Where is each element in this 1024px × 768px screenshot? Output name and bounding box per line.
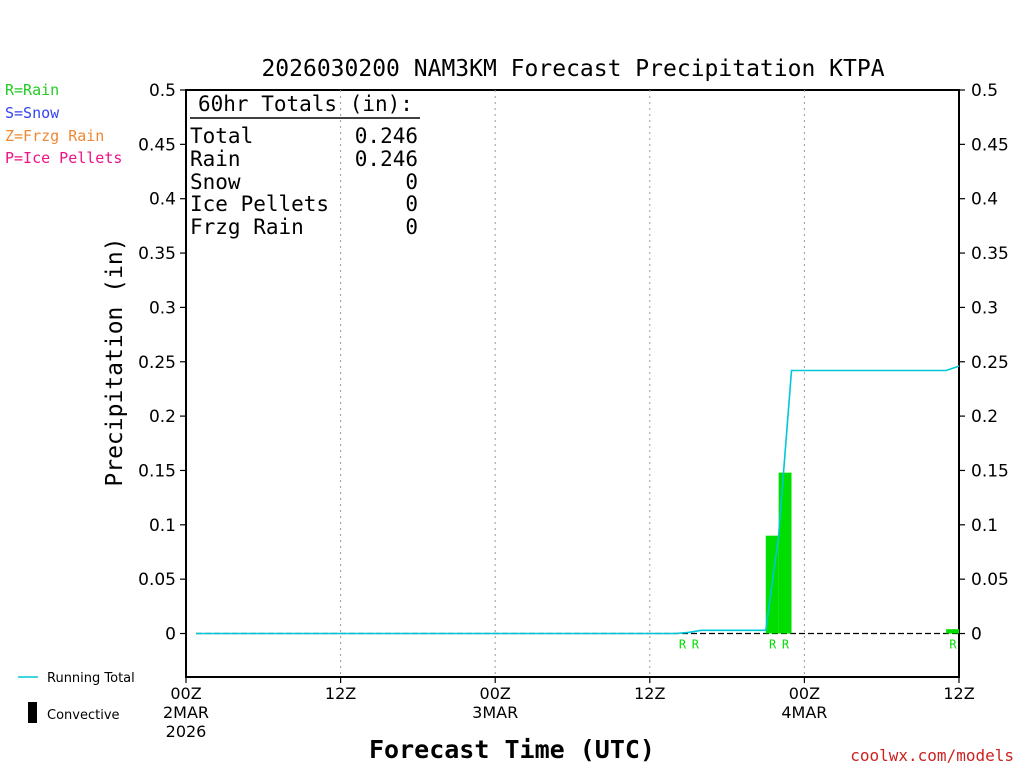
x-axis-label: Forecast Time (UTC): [369, 735, 655, 764]
xtick-label-4-1: 00Z: [789, 684, 820, 703]
totals-value-frzg: 0: [405, 215, 418, 239]
ytick-right-label-8: 0.4: [971, 190, 998, 210]
xtick-label-3-1: 12Z: [634, 684, 665, 703]
ptype-marker-1: R: [692, 638, 700, 652]
ytick-left-label-10: 0.5: [149, 81, 176, 101]
legend-ice-pellets: P=Ice Pellets: [5, 149, 122, 167]
running-total-series: [196, 365, 960, 635]
ytick-left-label-3: 0.15: [138, 461, 176, 481]
y-axis-left: 0 0.05 0.1 0.15 0.2 0.25 0.3 0.35 0.4 0.45 0.5: [138, 81, 186, 645]
totals-header: 60hr Totals (in):: [198, 92, 413, 116]
xtick-label-2-2: 3MAR: [472, 703, 518, 722]
legend-running-total: Running Total: [47, 671, 135, 686]
ytick-left-label-0: 0: [165, 625, 176, 645]
ytick-right-label-7: 0.35: [971, 244, 1009, 264]
rain-bars: [765, 472, 959, 634]
ptype-marker-2: R: [769, 638, 777, 652]
ytick-right-label-5: 0.25: [971, 353, 1009, 373]
totals-label-frzg: Frzg Rain: [190, 215, 304, 239]
totals-value-snow: 0: [405, 170, 418, 194]
ytick-right-label-10: 0.5: [971, 81, 998, 101]
ytick-left-label-8: 0.4: [149, 190, 176, 210]
ptype-marker-4: R: [949, 638, 957, 652]
totals-value-total: 0.246: [355, 124, 418, 148]
totals-label-total: Total: [190, 124, 253, 148]
legend-frzg-rain: Z=Frzg Rain: [5, 127, 104, 145]
chart-title: 2026030200 NAM3KM Forecast Precipitation…: [261, 56, 884, 82]
plot-area: [185, 89, 960, 678]
xtick-label-0-2: 2MAR: [163, 703, 209, 722]
running-total-line: [196, 365, 960, 635]
ytick-left-label-5: 0.25: [138, 353, 176, 373]
xtick-label-0-3: 2026: [166, 722, 207, 741]
totals-value-rain: 0.246: [355, 147, 418, 171]
legend-snow: S=Snow: [5, 104, 60, 122]
ptype-marker-0: R: [679, 638, 687, 652]
series-legend: Running Total Convective: [18, 671, 135, 723]
xtick-label-4-2: 4MAR: [781, 703, 827, 722]
ptype-marker-3: R: [782, 638, 790, 652]
totals-box: 60hr Totals (in): Total 0.246 Rain 0.246…: [190, 92, 420, 239]
credit-text: coolwx.com/models: [850, 746, 1014, 765]
legend-convective-swatch: [28, 702, 37, 723]
rain-bar-2: [946, 629, 959, 634]
totals-value-ice: 0: [405, 192, 418, 216]
xtick-label-2-1: 00Z: [480, 684, 511, 703]
grid-layer: [340, 90, 805, 677]
legend-rain: R=Rain: [5, 81, 59, 99]
xtick-label-1-1: 12Z: [325, 684, 356, 703]
ytick-right-label-1: 0.05: [971, 570, 1009, 590]
ytick-right-label-0: 0: [971, 625, 982, 645]
ytick-right-label-2: 0.1: [971, 516, 998, 536]
ytick-right-label-3: 0.15: [971, 461, 1009, 481]
ytick-right-label-6: 0.3: [971, 298, 998, 318]
rain-bar-1: [778, 472, 792, 634]
totals-label-snow: Snow: [190, 170, 241, 194]
totals-label-ice: Ice Pellets: [190, 192, 329, 216]
y-axis-label: Precipitation (in): [102, 237, 128, 486]
xtick-label-5-1: 12Z: [943, 684, 974, 703]
ytick-left-label-6: 0.3: [149, 298, 176, 318]
totals-label-rain: Rain: [190, 147, 241, 171]
xtick-label-0-1: 00Z: [170, 684, 201, 703]
ytick-right-label-9: 0.45: [971, 135, 1009, 155]
ytick-left-label-2: 0.1: [149, 516, 176, 536]
y-axis-right: 0 0.05 0.1 0.15 0.2 0.25 0.3 0.35 0.4 0.45 0.5: [959, 81, 1009, 645]
ytick-left-label-1: 0.05: [138, 570, 176, 590]
legend-convective: Convective: [47, 708, 120, 723]
ytick-left-label-9: 0.45: [138, 135, 176, 155]
ytick-left-label-7: 0.35: [138, 244, 176, 264]
ytick-right-label-4: 0.2: [971, 407, 998, 427]
type-legend: R=Rain S=Snow Z=Frzg Rain P=Ice Pellets: [5, 81, 122, 167]
ytick-left-label-4: 0.2: [149, 407, 176, 427]
